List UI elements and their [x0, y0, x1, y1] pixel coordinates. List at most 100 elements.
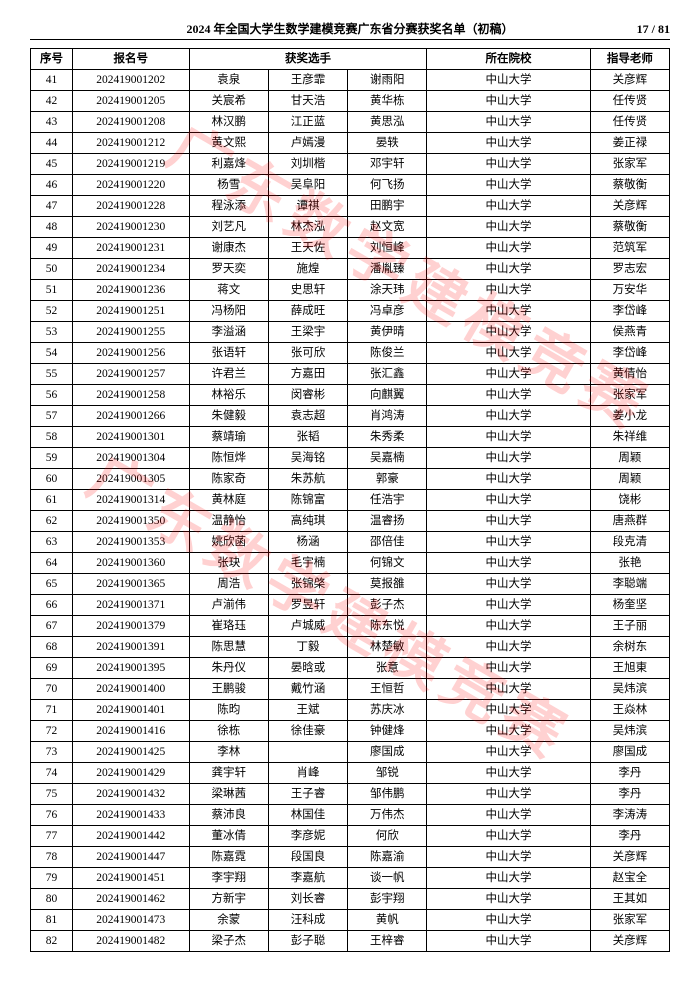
cell-member: 刘艺凡 — [189, 217, 268, 238]
cell-member: 何锦文 — [348, 553, 427, 574]
cell-school: 中山大学 — [427, 406, 590, 427]
table-row: 69202419001395朱丹仪晏晗或张意中山大学王旭東 — [31, 658, 670, 679]
cell-member: 段国良 — [268, 847, 347, 868]
cell-teacher: 张艳 — [590, 553, 669, 574]
cell-member: 邹伟鹏 — [348, 784, 427, 805]
cell-member: 蒋文 — [189, 280, 268, 301]
cell-member: 施煌 — [268, 259, 347, 280]
table-row: 51202419001236蒋文史思轩涂天玮中山大学万安华 — [31, 280, 670, 301]
cell-member: 利嘉烽 — [189, 154, 268, 175]
cell-member: 方嘉田 — [268, 364, 347, 385]
cell-member: 林汉鹏 — [189, 112, 268, 133]
cell-index: 51 — [31, 280, 73, 301]
cell-reg: 202419001205 — [72, 91, 189, 112]
cell-reg: 202419001400 — [72, 679, 189, 700]
cell-member: 陈家奇 — [189, 469, 268, 490]
cell-member: 谢康杰 — [189, 238, 268, 259]
table-row: 65202419001365周浩张锦棨莫报雒中山大学李聪端 — [31, 574, 670, 595]
cell-reg: 202419001257 — [72, 364, 189, 385]
cell-member: 徐栋 — [189, 721, 268, 742]
cell-member: 徐佳豪 — [268, 721, 347, 742]
cell-index: 65 — [31, 574, 73, 595]
cell-school: 中山大学 — [427, 175, 590, 196]
cell-teacher: 关彦辉 — [590, 196, 669, 217]
cell-member: 罗昱轩 — [268, 595, 347, 616]
table-row: 60202419001305陈家奇朱苏航郭豪中山大学周颖 — [31, 469, 670, 490]
table-row: 64202419001360张玦毛宇楠何锦文中山大学张艳 — [31, 553, 670, 574]
cell-member: 陈俊兰 — [348, 343, 427, 364]
cell-index: 54 — [31, 343, 73, 364]
table-row: 50202419001234罗天奕施煌潘胤臻中山大学罗志宏 — [31, 259, 670, 280]
cell-index: 61 — [31, 490, 73, 511]
cell-member: 王天佐 — [268, 238, 347, 259]
cell-member: 黄林庭 — [189, 490, 268, 511]
cell-index: 81 — [31, 910, 73, 931]
cell-member: 刘恒峰 — [348, 238, 427, 259]
cell-index: 48 — [31, 217, 73, 238]
cell-member: 毛宇楠 — [268, 553, 347, 574]
table-row: 80202419001462方新宇刘长睿彭宇翔中山大学王其如 — [31, 889, 670, 910]
cell-reg: 202419001255 — [72, 322, 189, 343]
cell-school: 中山大学 — [427, 196, 590, 217]
cell-member: 任浩宇 — [348, 490, 427, 511]
cell-member: 许君兰 — [189, 364, 268, 385]
page-number: 17 / 81 — [610, 22, 670, 37]
cell-school: 中山大学 — [427, 910, 590, 931]
cell-school: 中山大学 — [427, 931, 590, 952]
cell-index: 82 — [31, 931, 73, 952]
cell-member: 张可欣 — [268, 343, 347, 364]
cell-school: 中山大学 — [427, 616, 590, 637]
table-row: 72202419001416徐栋徐佳豪钟健烽中山大学吴炜滨 — [31, 721, 670, 742]
cell-member: 黄华栋 — [348, 91, 427, 112]
cell-school: 中山大学 — [427, 784, 590, 805]
cell-school: 中山大学 — [427, 700, 590, 721]
cell-school: 中山大学 — [427, 511, 590, 532]
cell-index: 77 — [31, 826, 73, 847]
cell-member: 吴嘉楠 — [348, 448, 427, 469]
cell-member: 张汇鑫 — [348, 364, 427, 385]
cell-reg: 202419001258 — [72, 385, 189, 406]
cell-teacher: 吴炜滨 — [590, 721, 669, 742]
cell-index: 70 — [31, 679, 73, 700]
cell-reg: 202419001379 — [72, 616, 189, 637]
cell-teacher: 侯燕青 — [590, 322, 669, 343]
table-row: 55202419001257许君兰方嘉田张汇鑫中山大学黄倩怡 — [31, 364, 670, 385]
cell-teacher: 唐燕群 — [590, 511, 669, 532]
table-row: 81202419001473余蒙汪科成黄帆中山大学张家军 — [31, 910, 670, 931]
cell-member: 李彦妮 — [268, 826, 347, 847]
cell-member: 甘天浩 — [268, 91, 347, 112]
table-row: 82202419001482梁子杰彭子聪王梓睿中山大学关彦辉 — [31, 931, 670, 952]
cell-teacher: 余树东 — [590, 637, 669, 658]
cell-member: 袁志超 — [268, 406, 347, 427]
cell-teacher: 饶彬 — [590, 490, 669, 511]
cell-index: 62 — [31, 511, 73, 532]
cell-index: 67 — [31, 616, 73, 637]
cell-reg: 202419001433 — [72, 805, 189, 826]
cell-school: 中山大学 — [427, 322, 590, 343]
cell-teacher: 周颖 — [590, 448, 669, 469]
cell-reg: 202419001304 — [72, 448, 189, 469]
cell-index: 68 — [31, 637, 73, 658]
cell-member: 涂天玮 — [348, 280, 427, 301]
cell-member — [268, 742, 347, 763]
cell-school: 中山大学 — [427, 532, 590, 553]
cell-reg: 202419001266 — [72, 406, 189, 427]
cell-member: 陈嘉渝 — [348, 847, 427, 868]
cell-school: 中山大学 — [427, 238, 590, 259]
cell-school: 中山大学 — [427, 595, 590, 616]
table-row: 76202419001433蔡沛良林国佳万伟杰中山大学李涛涛 — [31, 805, 670, 826]
cell-index: 47 — [31, 196, 73, 217]
cell-teacher: 蔡敬衡 — [590, 175, 669, 196]
cell-member: 张语轩 — [189, 343, 268, 364]
table-row: 54202419001256张语轩张可欣陈俊兰中山大学李岱峰 — [31, 343, 670, 364]
cell-member: 杨涵 — [268, 532, 347, 553]
cell-member: 邹锐 — [348, 763, 427, 784]
cell-school: 中山大学 — [427, 637, 590, 658]
cell-member: 王斌 — [268, 700, 347, 721]
cell-reg: 202419001230 — [72, 217, 189, 238]
cell-member: 钟健烽 — [348, 721, 427, 742]
cell-member: 王梓睿 — [348, 931, 427, 952]
cell-index: 64 — [31, 553, 73, 574]
cell-member: 王恒哲 — [348, 679, 427, 700]
cell-index: 59 — [31, 448, 73, 469]
